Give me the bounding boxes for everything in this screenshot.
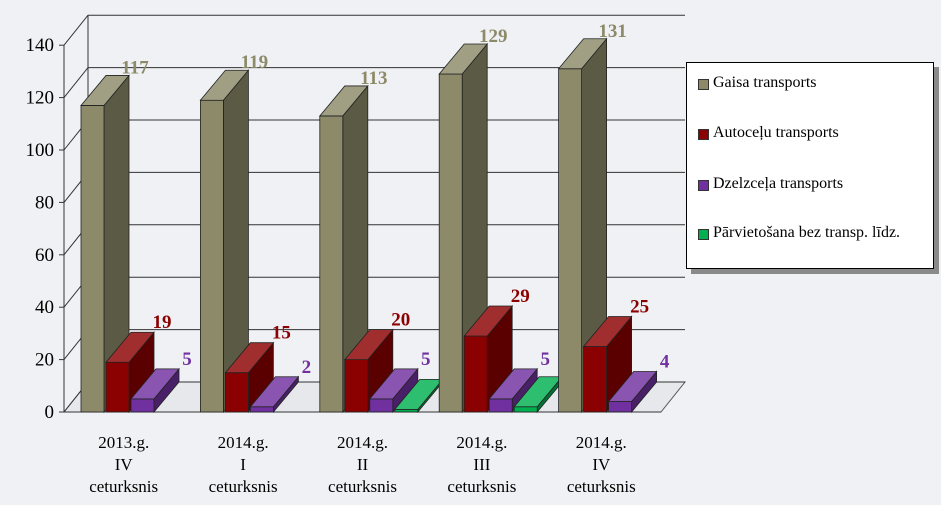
x-tick-label-4-2: ceturksnis [567,477,636,496]
bar-top-0-0 [80,75,130,106]
bar-0-0 [80,105,105,413]
x-tick-label-1-0: 2014.g. [218,433,269,452]
bar-top-4-1 [582,316,633,347]
data-label-2-1: 20 [391,310,410,331]
bar-1-1 [224,372,249,413]
y-tick-label-80: 80 [35,192,54,213]
legend-item-dzelzcela: Dzelzceļa transports [698,175,918,192]
data-label-3-1: 29 [511,286,530,307]
x-tick-label-0-1: IV [115,455,134,474]
x-tick-label-3-0: 2014.g. [456,433,507,452]
y-tick-label-100: 100 [26,140,55,161]
bar-1-2 [249,406,274,413]
x-tick-label-4-0: 2014.g. [576,433,627,452]
bar-top-3-0 [438,43,489,75]
x-tick-label-1-1: I [240,455,246,474]
y-tick-label-0: 0 [45,402,55,423]
y-tick-label-60: 60 [35,245,54,266]
x-tick-label-1-2: ceturksnis [209,477,278,496]
bar-2-1 [344,359,369,413]
x-tick-label-2-2: ceturksnis [328,477,397,496]
data-label-0-1: 19 [153,312,172,333]
bar-top-2-0 [318,85,369,117]
legend-label-gaisa: Gaisa transports [713,74,817,91]
data-label-4-2: 4 [660,352,670,373]
data-label-4-0: 131 [598,21,627,42]
data-label-2-0: 113 [360,68,387,89]
bar-top-2-2 [368,368,419,400]
data-label-3-0: 129 [479,26,508,47]
legend-label-autocelu: Autoceļu transports [713,124,839,141]
legend-item-parvietosana: Pārvietošana bez transp. līdz. [698,224,918,241]
bar-0-2 [130,398,155,413]
bar-3-3 [513,406,538,413]
x-tick-label-0-0: 2013.g. [98,433,149,452]
bar-2-2 [369,398,394,413]
data-label-4-1: 25 [630,297,649,318]
y-tick-label-140: 140 [26,35,55,56]
x-tick-label-3-2: ceturksnis [447,477,516,496]
data-label-1-1: 15 [272,323,291,344]
bar-4-2 [608,401,632,413]
legend: Gaisa transports Autoceļu transports Dze… [686,62,934,269]
data-label-1-2: 2 [302,357,312,378]
legend-label-dzelzcela: Dzelzceļa transports [713,175,844,192]
bar-3-2 [488,398,513,413]
bar-top-1-2 [249,376,300,408]
bar-1-0 [199,99,224,413]
data-label-3-2: 5 [540,349,550,370]
bar-top-2-1 [343,329,394,361]
data-label-1-0: 119 [241,52,268,73]
legend-label-parvietosana: Pārvietošana bez transp. līdz. [713,224,901,241]
y-tick-label-40: 40 [35,297,54,318]
data-label-0-2: 5 [182,349,192,370]
legend-item-gaisa: Gaisa transports [698,74,918,91]
bar-0-1 [105,361,130,413]
y-tick-label-20: 20 [35,350,54,371]
bar-3-0 [438,73,463,413]
x-tick-label-4-1: IV [592,455,611,474]
legend-swatch-autocelu [698,129,709,140]
bar-4-0 [558,68,582,413]
bar-3-1 [463,335,488,413]
bar-top-4-2 [607,371,658,402]
bar-top-3-2 [488,368,539,400]
data-label-0-0: 117 [121,57,149,78]
bar-top-0-2 [130,368,180,400]
bar-2-0 [319,115,344,413]
legend-swatch-gaisa [698,79,709,90]
x-tick-label-0-2: ceturksnis [89,477,158,496]
x-tick-label-3-1: III [473,455,490,474]
bar-4-1 [583,346,607,413]
legend-swatch-dzelzcela [698,180,709,191]
bar-top-1-1 [224,342,275,374]
bar-top-3-1 [463,305,514,337]
y-tick-label-120: 120 [26,88,55,109]
legend-swatch-parvietosana [698,229,709,240]
bar-top-0-1 [105,331,155,363]
bar-top-1-0 [199,69,250,101]
data-label-2-2: 5 [421,349,431,370]
x-tick-label-2-0: 2014.g. [337,433,388,452]
legend-item-autocelu: Autoceļu transports [698,124,918,141]
x-tick-label-2-1: II [357,455,369,474]
bar-top-4-0 [557,38,608,70]
